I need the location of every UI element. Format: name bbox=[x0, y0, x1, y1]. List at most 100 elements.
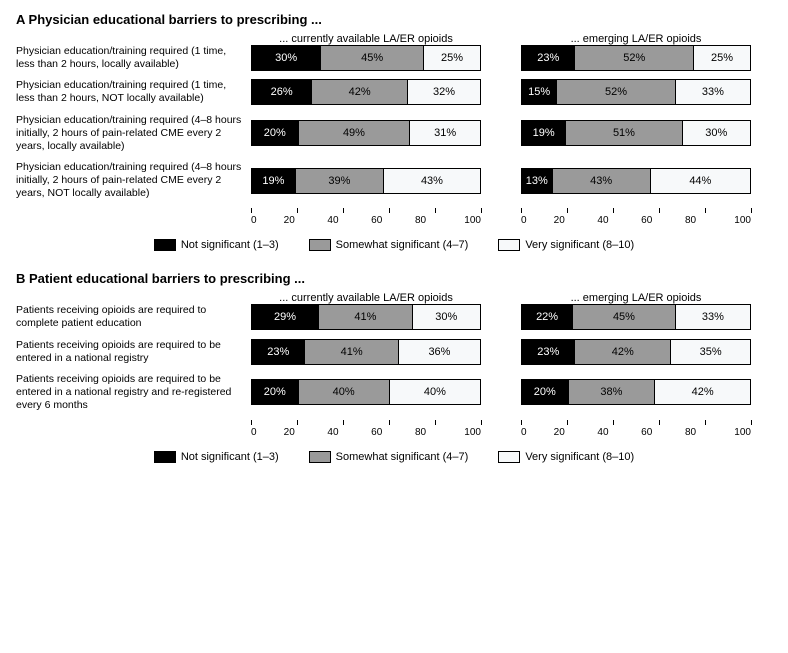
axis-tick-label: 80 bbox=[415, 215, 426, 233]
panel-a-rows: Physician education/training required (1… bbox=[16, 45, 772, 200]
bar-segment: 20% bbox=[252, 121, 298, 145]
axis-tick-label: 20 bbox=[284, 215, 295, 233]
row-label: Physician education/training required (1… bbox=[16, 79, 251, 105]
bar-right: 23%42%35% bbox=[521, 339, 751, 365]
panel-a-legend: Not significant (1–3) Somewhat significa… bbox=[16, 239, 772, 251]
axis-tick-label: 40 bbox=[327, 427, 338, 445]
panel-b-axis-row: 020406080100 020406080100 bbox=[251, 420, 772, 445]
panel-b-right-subtitle: ... emerging LA/ER opioids bbox=[521, 292, 751, 304]
legend-not-significant: Not significant (1–3) bbox=[154, 451, 279, 463]
bar-segment: 41% bbox=[318, 305, 411, 329]
axis-tick-label: 0 bbox=[251, 215, 257, 233]
row-label: Patients receiving opioids are required … bbox=[16, 339, 251, 365]
bar-segment: 40% bbox=[298, 380, 389, 404]
bar-segment: 52% bbox=[574, 46, 693, 70]
bar-segment: 52% bbox=[556, 80, 675, 104]
chart-row: Patients receiving opioids are required … bbox=[16, 373, 772, 412]
bar-segment: 45% bbox=[572, 305, 675, 329]
axis-tick-label: 40 bbox=[597, 427, 608, 445]
bar-segment: 33% bbox=[675, 305, 750, 329]
bar-left: 29%41%30% bbox=[251, 304, 481, 330]
axis-tick-label: 100 bbox=[464, 215, 481, 233]
bar-left: 19%39%43% bbox=[251, 168, 481, 194]
bar-segment: 26% bbox=[252, 80, 311, 104]
bar-left: 30%45%25% bbox=[251, 45, 481, 71]
bar-segment: 31% bbox=[409, 121, 480, 145]
bar-segment: 23% bbox=[252, 340, 304, 364]
bar-right: 15%52%33% bbox=[521, 79, 751, 105]
panel-a-axis-row: 020406080100 020406080100 bbox=[251, 208, 772, 233]
panel-b-title: B Patient educational barriers to prescr… bbox=[16, 271, 772, 286]
bar-left: 26%42%32% bbox=[251, 79, 481, 105]
bar-segment: 15% bbox=[522, 80, 556, 104]
row-label: Patients receiving opioids are required … bbox=[16, 304, 251, 330]
panel-a: A Physician educational barriers to pres… bbox=[16, 12, 772, 251]
axis-tick-label: 100 bbox=[734, 215, 751, 233]
axis-tick-label: 20 bbox=[554, 427, 565, 445]
axis-tick-label: 40 bbox=[597, 215, 608, 233]
bar-segment: 23% bbox=[522, 340, 574, 364]
row-label: Physician education/training required (4… bbox=[16, 114, 251, 153]
axis-tick-label: 60 bbox=[371, 215, 382, 233]
axis-tick-label: 20 bbox=[554, 215, 565, 233]
bar-segment: 30% bbox=[252, 46, 320, 70]
panel-b-subtitles: ... currently available LA/ER opioids ..… bbox=[251, 292, 772, 304]
bar-segment: 23% bbox=[522, 46, 574, 70]
axis-tick-label: 40 bbox=[327, 215, 338, 233]
chart-row: Patients receiving opioids are required … bbox=[16, 339, 772, 365]
bar-left: 20%40%40% bbox=[251, 379, 481, 405]
legend-somewhat-significant: Somewhat significant (4–7) bbox=[309, 451, 469, 463]
bar-segment: 41% bbox=[304, 340, 397, 364]
axis-tick-label: 100 bbox=[734, 427, 751, 445]
axis-tick-label: 80 bbox=[415, 427, 426, 445]
bar-segment: 29% bbox=[252, 305, 318, 329]
axis-tick-label: 0 bbox=[521, 215, 527, 233]
bar-segment: 35% bbox=[670, 340, 750, 364]
bar-segment: 42% bbox=[311, 80, 407, 104]
bar-segment: 22% bbox=[522, 305, 572, 329]
axis-tick-label: 60 bbox=[371, 427, 382, 445]
legend-very-significant: Very significant (8–10) bbox=[498, 239, 634, 251]
bar-segment: 40% bbox=[389, 380, 480, 404]
bar-segment: 30% bbox=[412, 305, 480, 329]
axis-tick-label: 0 bbox=[521, 427, 527, 445]
panel-a-subtitles: ... currently available LA/ER opioids ..… bbox=[251, 33, 772, 45]
chart-row: Physician education/training required (1… bbox=[16, 45, 772, 71]
bar-segment: 13% bbox=[522, 169, 552, 193]
axis-tick-label: 20 bbox=[284, 427, 295, 445]
bar-segment: 30% bbox=[682, 121, 750, 145]
legend-very-significant: Very significant (8–10) bbox=[498, 451, 634, 463]
bar-left: 20%49%31% bbox=[251, 120, 481, 146]
panel-a-title: A Physician educational barriers to pres… bbox=[16, 12, 772, 27]
bar-segment: 43% bbox=[383, 169, 480, 193]
bar-segment: 36% bbox=[398, 340, 480, 364]
bar-segment: 19% bbox=[252, 169, 295, 193]
bar-segment: 49% bbox=[298, 121, 410, 145]
row-label: Patients receiving opioids are required … bbox=[16, 373, 251, 412]
axis-tick-label: 60 bbox=[641, 427, 652, 445]
bar-segment: 45% bbox=[320, 46, 423, 70]
bar-segment: 25% bbox=[423, 46, 480, 70]
bar-right: 13%43%44% bbox=[521, 168, 751, 194]
bar-segment: 38% bbox=[568, 380, 655, 404]
legend-somewhat-significant: Somewhat significant (4–7) bbox=[309, 239, 469, 251]
axis-tick-label: 60 bbox=[641, 215, 652, 233]
row-label: Physician education/training required (1… bbox=[16, 45, 251, 71]
panel-b: B Patient educational barriers to prescr… bbox=[16, 271, 772, 463]
row-label: Physician education/training required (4… bbox=[16, 161, 251, 200]
bar-segment: 32% bbox=[407, 80, 480, 104]
axis-tick-label: 100 bbox=[464, 427, 481, 445]
chart-row: Patients receiving opioids are required … bbox=[16, 304, 772, 330]
panel-a-right-subtitle: ... emerging LA/ER opioids bbox=[521, 33, 751, 45]
bar-segment: 20% bbox=[522, 380, 568, 404]
bar-segment: 20% bbox=[252, 380, 298, 404]
bar-left: 23%41%36% bbox=[251, 339, 481, 365]
legend-not-significant: Not significant (1–3) bbox=[154, 239, 279, 251]
bar-segment: 33% bbox=[675, 80, 750, 104]
bar-right: 20%38%42% bbox=[521, 379, 751, 405]
bar-right: 22%45%33% bbox=[521, 304, 751, 330]
chart-row: Physician education/training required (1… bbox=[16, 79, 772, 105]
bar-segment: 42% bbox=[654, 380, 750, 404]
bar-right: 19%51%30% bbox=[521, 120, 751, 146]
bar-segment: 25% bbox=[693, 46, 750, 70]
